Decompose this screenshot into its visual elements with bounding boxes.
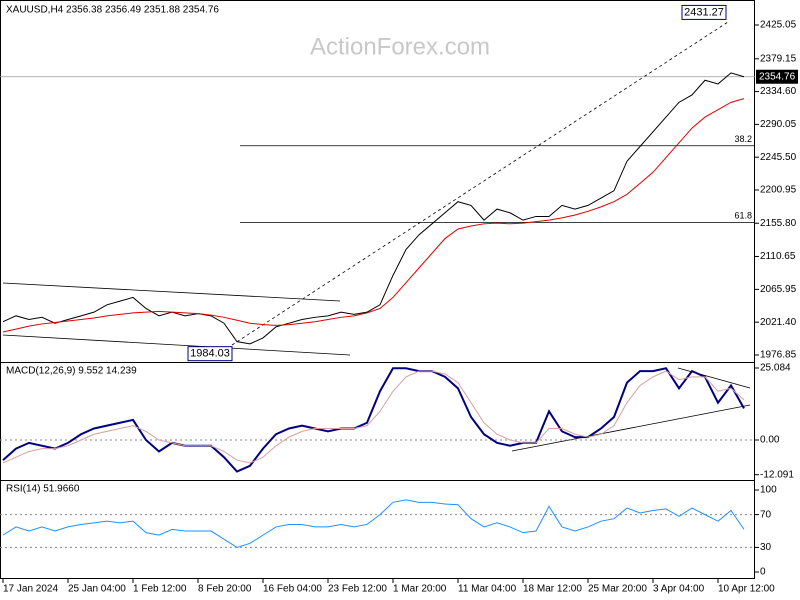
y-tick-label: 30: [760, 542, 772, 553]
macd-trend-line: [511, 404, 751, 452]
watermark: ActionForex.com: [310, 33, 490, 60]
y-tick-label: 2425.05: [760, 20, 797, 31]
x-tick-label: 10 Apr 12:00: [718, 584, 775, 595]
channel-line: [2, 282, 341, 302]
fib-label: 61.8: [734, 211, 752, 221]
y-tick-label: 2110.65: [760, 251, 796, 262]
low-label: 1984.03: [190, 348, 230, 360]
fib-label: 38.2: [734, 134, 752, 144]
panel-title: RSI(14) 51.9660: [6, 484, 80, 495]
price-label: 2354.76: [759, 71, 796, 82]
y-tick-label: 2290.05: [760, 119, 797, 130]
x-tick-label: 1 Feb 12:00: [133, 584, 187, 595]
plot-frame: [0, 0, 755, 579]
channel-line: [2, 334, 351, 356]
y-tick-label: 100: [760, 485, 777, 496]
x-tick-label: 8 Feb 20:00: [198, 584, 252, 595]
price-box: [756, 69, 798, 84]
series-line: [2, 72, 745, 345]
x-tick-label: 16 Feb 04:00: [263, 584, 322, 595]
y-tick-label: 2065.95: [760, 284, 797, 295]
header: XAUUSD,H4 2356.38 2356.49 2351.88 2354.7…: [6, 5, 219, 16]
x-tick-label: 23 Feb 12:00: [328, 584, 387, 595]
y-tick-label: 2155.80: [760, 218, 797, 229]
x-tick-label: 1 Mar 20:00: [393, 584, 447, 595]
x-tick-label: 18 Mar 12:00: [523, 584, 582, 595]
y-tick-label: 2245.50: [760, 152, 797, 163]
high-label: 2431.27: [684, 6, 724, 18]
y-tick-label: 0.00: [760, 435, 780, 446]
y-tick-label: 2379.15: [760, 53, 797, 64]
panel-title: MACD(12,26,9) 9.552 14.239: [6, 366, 137, 377]
x-tick-label: 11 Mar 04:00: [458, 584, 517, 595]
series-line: [2, 370, 745, 464]
y-tick-label: 2021.40: [760, 317, 797, 328]
x-tick-label: 17 Jan 2024: [3, 584, 58, 595]
x-tick-label: 3 Apr 04:00: [653, 584, 705, 595]
y-tick-label: 25.084: [760, 363, 791, 374]
y-tick-label: 1976.85: [760, 350, 797, 361]
series-line: [2, 499, 745, 548]
low-box: [187, 346, 233, 362]
x-tick-label: 25 Mar 20:00: [588, 584, 647, 595]
y-tick-label: 70: [760, 509, 772, 520]
high-box: [681, 4, 727, 20]
x-tick-label: 25 Jan 04:00: [68, 584, 126, 595]
y-tick-label: 2200.95: [760, 185, 797, 196]
trend-line: [231, 21, 729, 346]
y-tick-label: -12.091: [760, 469, 794, 480]
series-line: [2, 367, 745, 473]
series-line: [2, 98, 745, 333]
y-tick-label: 2334.60: [760, 86, 797, 97]
macd-trend-line: [677, 367, 751, 389]
y-tick-label: 0: [760, 567, 766, 578]
